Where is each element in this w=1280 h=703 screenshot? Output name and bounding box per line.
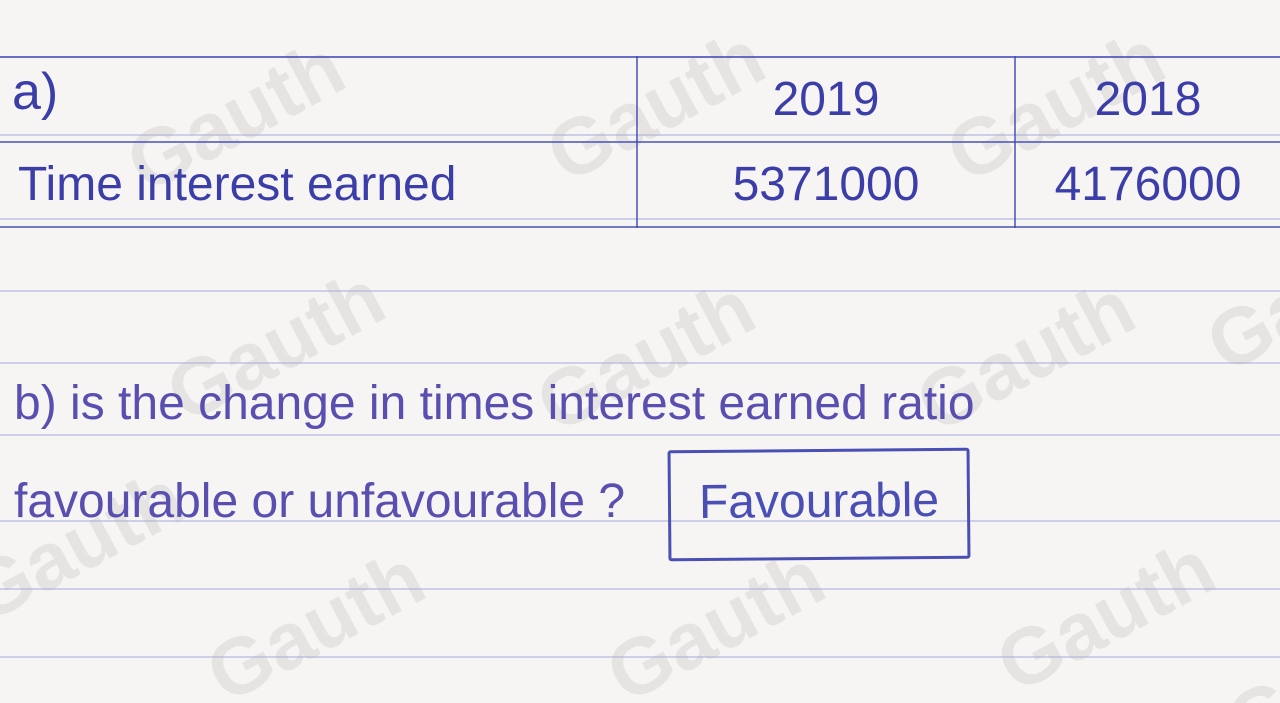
paper-rule	[0, 588, 1280, 590]
watermark-text: Gauth	[1212, 581, 1280, 703]
row-label-time-interest-earned: Time interest earned	[0, 142, 637, 227]
table-row: Time interest earned 5371000 4176000	[0, 142, 1280, 227]
table-header-year-2019: 2019	[637, 57, 1015, 142]
part-b-block: b) is the change in times interest earne…	[14, 360, 1264, 560]
table-header-year-2018: 2018	[1015, 57, 1280, 142]
part-b-question-line2: favourable or unfavourable ?	[14, 475, 625, 528]
value-2019: 5371000	[637, 142, 1015, 227]
part-b-label: b)	[14, 377, 57, 430]
table-header-blank	[0, 57, 637, 142]
part-b-question-line1: is the change in times interest earned r…	[70, 377, 975, 430]
table-header-row: 2019 2018	[0, 57, 1280, 142]
paper-rule	[0, 656, 1280, 658]
answer-box-favourable: Favourable	[668, 447, 971, 560]
paper-rule	[0, 290, 1280, 292]
interest-earned-table: 2019 2018 Time interest earned 5371000 4…	[0, 56, 1280, 228]
value-2018: 4176000	[1015, 142, 1280, 227]
